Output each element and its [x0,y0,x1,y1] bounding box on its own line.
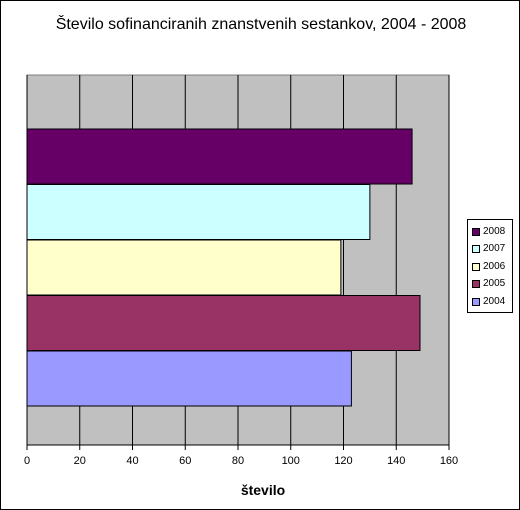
x-axis: 0 20 40 60 80 100 120 140 160 [24,444,458,467]
legend-swatch [472,245,480,254]
legend-swatch [472,227,480,236]
legend-swatch [472,262,480,271]
bar-2005 [26,295,421,351]
x-tick-label: 140 [387,455,405,467]
legend: 2008 2007 2006 2005 2004 [467,219,513,313]
bars [26,128,421,407]
legend-label: 2004 [483,295,506,307]
legend-label: 2008 [483,225,506,237]
legend-item-2005: 2005 [472,276,512,294]
legend-label: 2006 [483,260,506,272]
legend-item-2006: 2006 [472,258,512,276]
x-tick-label: 120 [334,455,352,467]
x-tick-label: 80 [232,455,244,467]
legend-label: 2005 [483,278,506,290]
bar-2004 [26,350,352,407]
x-tick-label: 100 [282,455,300,467]
legend-swatch [472,280,480,289]
x-tick-label: 60 [179,455,191,467]
x-tick-label: 0 [24,455,30,467]
legend-item-2007: 2007 [472,241,512,259]
x-tick-label: 20 [74,455,86,467]
chart-title: Število sofinanciranih znanstvenih sesta… [55,16,467,33]
legend-swatch [472,297,480,306]
bar-2006 [26,239,342,296]
x-tick-label: 40 [126,455,138,467]
legend-label: 2007 [483,243,506,255]
legend-item-2008: 2008 [472,223,512,241]
bar-2008 [26,128,413,185]
x-axis-label: število [241,482,285,498]
x-tick-label: 160 [440,455,458,467]
legend-item-2004: 2004 [472,293,512,311]
bar-2007 [26,184,371,240]
